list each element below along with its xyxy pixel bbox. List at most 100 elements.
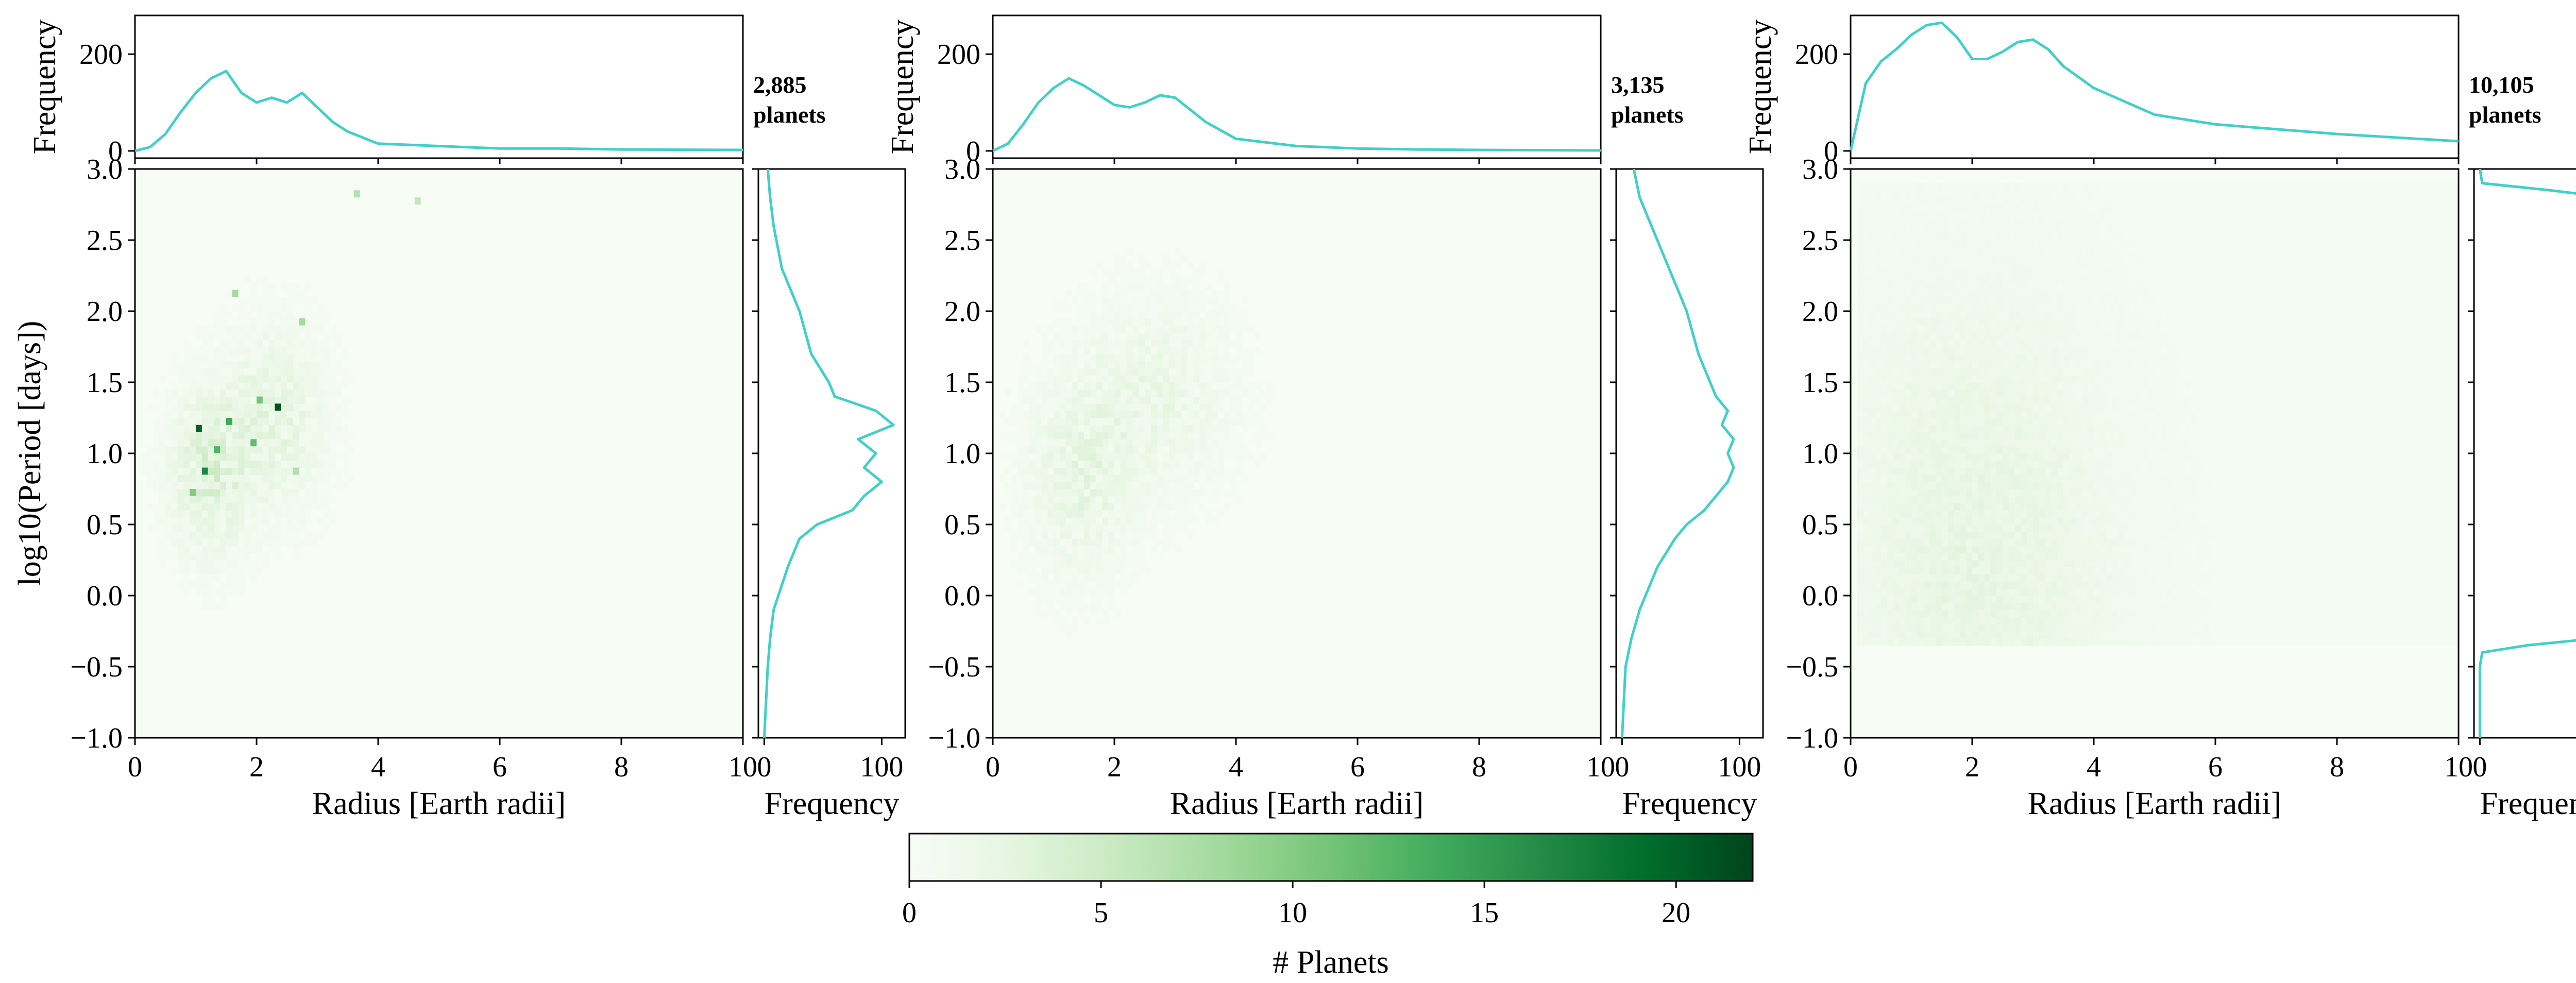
heatmap-cell: [1881, 183, 1888, 191]
heatmap-cell: [244, 553, 251, 561]
heatmap-cell: [1096, 596, 1103, 603]
heatmap-cell: [1211, 340, 1218, 347]
heatmap-cell: [2063, 411, 2070, 418]
heatmap-cell: [1899, 218, 1906, 226]
heatmap-cell: [171, 382, 178, 390]
heatmap-cell: [1911, 560, 1918, 568]
heatmap-cell: [1145, 524, 1151, 532]
heatmap-cell: [2045, 467, 2052, 475]
heatmap-cell: [1954, 631, 1960, 639]
heatmap-cell: [1035, 517, 1042, 525]
heatmap-cell: [1041, 581, 1048, 589]
heatmap-cell: [2051, 368, 2058, 376]
heatmap-cell: [2014, 268, 2021, 276]
heatmap-cell: [335, 432, 342, 439]
heatmap-cell: [281, 524, 287, 532]
heatmap-cell: [1090, 482, 1097, 489]
heatmap-cell: [2027, 297, 2033, 304]
heatmap-cell: [1102, 531, 1109, 539]
heatmap-cell: [1917, 297, 1924, 304]
heatmap-cell: [1090, 567, 1097, 575]
heatmap-cell: [1856, 596, 1863, 603]
heatmap-cell: [1023, 489, 1030, 497]
heatmap-cell: [1120, 467, 1127, 475]
heatmap-cell: [1856, 190, 1863, 198]
heatmap-cell: [1990, 240, 1997, 248]
heatmap-cell: [1084, 396, 1091, 404]
heatmap-cell: [1923, 254, 1930, 262]
heatmap-cell: [1181, 517, 1188, 525]
heatmap-cell: [1887, 211, 1894, 219]
heatmap-cell: [1120, 261, 1127, 269]
heatmap-cell: [177, 567, 184, 575]
y-tick-label: 1.0: [944, 438, 980, 470]
heatmap-cell: [1054, 418, 1060, 426]
heatmap-cell: [1011, 489, 1018, 497]
heatmap-cell: [317, 503, 324, 511]
heatmap-cell: [1065, 396, 1072, 404]
heatmap-cell: [1254, 347, 1261, 354]
heatmap-cell: [1917, 411, 1924, 418]
heatmap-cell: [1096, 538, 1103, 546]
heatmap-cell: [1211, 467, 1218, 475]
heatmap-cell: [201, 482, 209, 489]
heatmap-cell: [1929, 596, 1936, 603]
heatmap-cell: [1206, 446, 1212, 454]
heatmap-cell: [1978, 276, 1985, 283]
heatmap-cell: [2027, 496, 2033, 504]
heatmap-cell: [1893, 332, 1900, 340]
heatmap-cell: [1905, 596, 1912, 603]
heatmap-cell: [1041, 531, 1048, 539]
heatmap-cell: [1065, 332, 1072, 340]
heatmap-cell: [299, 489, 306, 497]
heatmap-cell: [1942, 361, 1948, 368]
heatmap-cell: [2027, 240, 2033, 248]
heatmap-cell: [1869, 596, 1875, 603]
heatmap-cell: [1175, 439, 1182, 447]
heatmap-cell: [268, 340, 275, 347]
heatmap-cell: [2033, 638, 2040, 646]
heatmap-cell: [1108, 439, 1115, 447]
heatmap-cell: [305, 453, 312, 461]
heatmap-cell: [1923, 218, 1930, 226]
heatmap-cell: [1942, 574, 1948, 582]
heatmap-cell: [1041, 517, 1048, 525]
heatmap-cell: [1893, 226, 1900, 233]
heatmap-cell: [2014, 226, 2021, 233]
heatmap-cell: [317, 403, 324, 411]
heatmap-cell: [2057, 531, 2064, 539]
heatmap-cell: [190, 531, 196, 539]
heatmap-cell: [1193, 411, 1200, 418]
heatmap-cell: [1114, 489, 1121, 497]
heatmap-cell: [1120, 432, 1127, 439]
heatmap-cell: [1996, 538, 2003, 546]
heatmap-cell: [1875, 581, 1882, 589]
heatmap-cell: [2069, 524, 2076, 532]
heatmap-cell: [1047, 368, 1054, 376]
heatmap-cell: [1887, 425, 1894, 433]
heatmap-cell: [2051, 624, 2058, 632]
heatmap-cell: [1996, 567, 2003, 575]
heatmap-cell: [2069, 347, 2076, 354]
heatmap-cell: [1875, 290, 1882, 297]
heatmap-cell: [1084, 524, 1091, 532]
heatmap-cell: [2027, 453, 2033, 461]
heatmap-cell: [1199, 382, 1206, 390]
heatmap-cell: [208, 553, 214, 561]
heatmap-cell: [1869, 403, 1875, 411]
heatmap-cell: [311, 482, 318, 489]
heatmap-cell: [311, 496, 318, 504]
heatmap-cell: [208, 439, 214, 447]
heatmap-cell: [1966, 389, 1973, 397]
heatmap-cell: [1893, 347, 1900, 354]
heatmap-cell: [268, 546, 275, 553]
heatmap-cell: [1996, 560, 2003, 568]
heatmap-cell: [1108, 318, 1115, 326]
heatmap-cell: [2069, 567, 2076, 575]
heatmap-cell: [1029, 496, 1036, 504]
heatmap-cell: [1114, 446, 1121, 454]
heatmap-cell: [262, 353, 269, 362]
heatmap-cell: [1187, 403, 1194, 411]
heatmap-cell: [1905, 347, 1912, 354]
heatmap-cell: [1145, 503, 1151, 511]
